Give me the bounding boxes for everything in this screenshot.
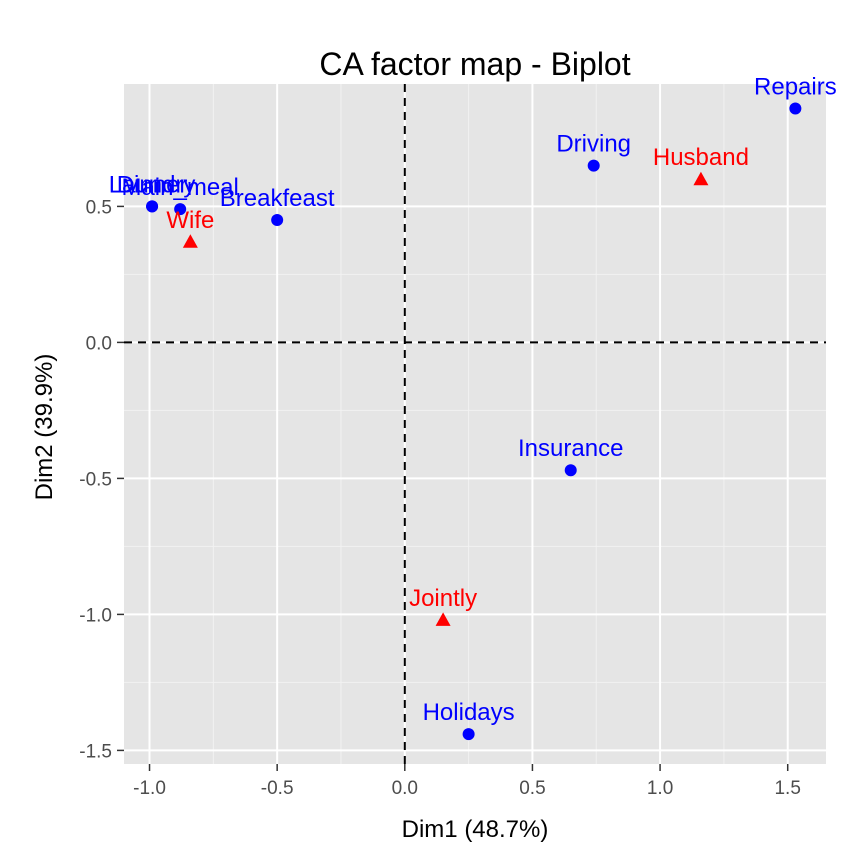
point-label: Dinner bbox=[117, 171, 188, 198]
y-tick-label: 0.0 bbox=[86, 333, 112, 354]
chart-title: CA factor map - Biplot bbox=[319, 46, 630, 82]
point-label: Repairs bbox=[754, 73, 837, 100]
point-label: Laundry bbox=[109, 171, 196, 198]
panel-background bbox=[124, 84, 826, 764]
y-tick-label: -1.5 bbox=[79, 741, 112, 762]
point-marker bbox=[435, 612, 451, 626]
point-marker bbox=[462, 728, 475, 741]
x-tick-label: 0.0 bbox=[392, 778, 418, 799]
x-tick-label: 1.5 bbox=[774, 778, 800, 799]
point-label: Holidays bbox=[423, 699, 515, 726]
point-label: Driving bbox=[556, 131, 631, 158]
y-tick-label: -1.0 bbox=[79, 605, 112, 626]
point-marker bbox=[693, 171, 709, 186]
y-tick-label: 0.5 bbox=[86, 197, 112, 218]
series-1: Wife Husband Jointly bbox=[166, 144, 749, 626]
point-label: Insurance bbox=[518, 435, 623, 462]
point-label: Wife bbox=[166, 207, 214, 234]
x-tick-label: -1.0 bbox=[133, 778, 166, 799]
x-tick-label: 1.0 bbox=[647, 778, 673, 799]
x-tick-label: -0.5 bbox=[261, 778, 294, 799]
point-marker bbox=[271, 214, 284, 226]
x-axis-title: Dim1 (48.7%) bbox=[402, 816, 549, 843]
y-tick-label: -0.5 bbox=[79, 469, 112, 490]
x-tick-label: 0.5 bbox=[519, 778, 545, 799]
x-axis-ticks: -1.0 -0.5 0.0 0.5 1.0 1.5 bbox=[133, 764, 801, 799]
point-label: Main_meal bbox=[121, 174, 238, 201]
point-label: Husband bbox=[653, 144, 749, 171]
point-marker bbox=[174, 203, 187, 216]
point-label: Breakfeast bbox=[220, 185, 335, 212]
point-marker bbox=[564, 464, 577, 477]
point-marker bbox=[789, 102, 802, 115]
y-axis-title: Dim2 (39.9%) bbox=[31, 354, 58, 501]
point-marker bbox=[146, 200, 159, 213]
point-marker bbox=[587, 159, 600, 172]
point-marker bbox=[182, 234, 198, 248]
point-label: Jointly bbox=[409, 585, 477, 612]
y-axis-ticks: -1.5 -1.0 -0.5 0.0 0.5 bbox=[79, 197, 124, 762]
